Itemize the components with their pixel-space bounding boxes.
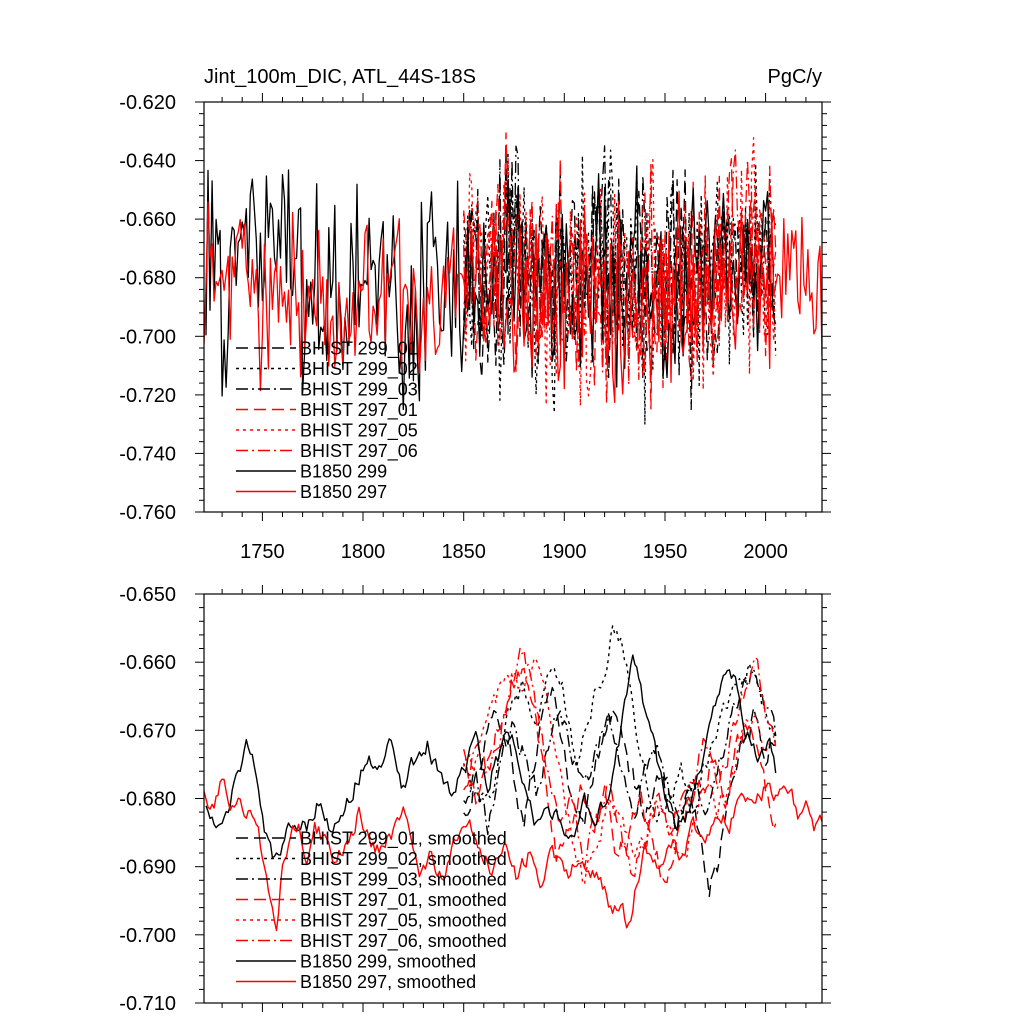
legend-item: BHIST 297_01, smoothed <box>236 890 507 911</box>
series-line-bhist-297-06-smoothed <box>463 647 777 878</box>
series-line-b1850-297 <box>204 190 822 404</box>
top-chart-units: PgC/y <box>768 66 822 88</box>
x-tick-label: 1900 <box>542 541 587 563</box>
x-tick-label: 2000 <box>743 541 788 563</box>
axis-ticks: -0.650 -0.660 -0.670 -0.680 -0.690 -0.700 -0.7… <box>119 584 831 1015</box>
bottom-panel: -0.650 -0.660 -0.670 -0.680 -0.690 -0.700 -0.7… <box>119 584 831 1015</box>
y-tick-label: -0.620 <box>119 92 176 114</box>
y-tick-label: -0.710 <box>119 993 176 1015</box>
x-tick-label: 1950 <box>643 541 688 563</box>
legend-label: B1850 297 <box>300 482 387 502</box>
legend-label: BHIST 299_02, smoothed <box>300 849 507 870</box>
top-panel: Jint_100m_DIC, ATL_44S-18S PgC/y 1750 180… <box>119 66 831 563</box>
series-line-b1850-299-smoothed <box>205 654 777 859</box>
legend-label: BHIST 297_06 <box>300 441 418 462</box>
legend-label: B1850 297, smoothed <box>300 972 476 992</box>
x-tick-label: 1850 <box>441 541 486 563</box>
legend-item: BHIST 299_03, smoothed <box>236 870 507 891</box>
legend-label: BHIST 297_01 <box>300 400 418 421</box>
y-tick-label: -0.670 <box>119 720 176 742</box>
legend-item: B1850 297, smoothed <box>236 972 476 992</box>
legend-item: BHIST 299_02, smoothed <box>236 849 507 870</box>
legend-item: B1850 299, smoothed <box>236 952 476 972</box>
top-chart-title: Jint_100m_DIC, ATL_44S-18S <box>204 66 476 88</box>
y-tick-label: -0.690 <box>119 857 176 879</box>
y-tick-label: -0.700 <box>119 326 176 348</box>
y-tick-label: -0.640 <box>119 151 176 173</box>
y-tick-label: -0.760 <box>119 502 176 524</box>
y-tick-label: -0.680 <box>119 268 176 290</box>
series-line-bhist-297-01-smoothed <box>463 667 777 884</box>
legend-item: BHIST 297_06 <box>236 441 418 462</box>
x-tick-label: 1750 <box>240 541 285 563</box>
axis-ticks: 1750 1800 1850 1900 1950 2000 -0.620 -0.640 -0.6… <box>119 92 831 563</box>
y-tick-label: -0.650 <box>119 584 176 606</box>
legend-label: BHIST 299_01 <box>300 339 418 360</box>
series-line-bhist-299-02-smoothed <box>463 625 777 823</box>
legend-item: BHIST 299_02 <box>236 359 418 380</box>
legend-label: B1850 299, smoothed <box>300 952 476 972</box>
series-line-bhist-299-01-smoothed <box>463 686 776 898</box>
y-tick-label: -0.720 <box>119 385 176 407</box>
y-tick-label: -0.700 <box>119 925 176 947</box>
y-tick-label: -0.740 <box>119 443 176 465</box>
legend-item: BHIST 299_01, smoothed <box>236 829 507 850</box>
legend-label: BHIST 299_02 <box>300 359 418 380</box>
legend-label: BHIST 297_01, smoothed <box>300 890 507 911</box>
legend-label: BHIST 299_01, smoothed <box>300 829 507 850</box>
legend-item: BHIST 297_05 <box>236 421 418 442</box>
series-line-bhist-299-03-smoothed <box>463 668 777 836</box>
y-tick-label: -0.660 <box>119 652 176 674</box>
series-group <box>204 132 822 426</box>
series-line-b1850-297-smoothed <box>204 778 822 932</box>
legend-label: BHIST 299_03 <box>300 380 418 401</box>
legend-item: BHIST 297_01 <box>236 400 418 421</box>
legend-item: B1850 299 <box>236 462 387 482</box>
legend-label: BHIST 297_05 <box>300 421 418 442</box>
y-tick-label: -0.660 <box>119 209 176 231</box>
legend-item: BHIST 297_06, smoothed <box>236 931 507 952</box>
legend-label: BHIST 297_05, smoothed <box>300 911 507 932</box>
x-tick-label: 1800 <box>341 541 386 563</box>
legend-item: BHIST 297_05, smoothed <box>236 911 507 932</box>
plot-frame <box>203 101 823 513</box>
legend-item: B1850 297 <box>236 482 387 502</box>
legend-item: BHIST 299_01 <box>236 339 418 360</box>
legend-label: B1850 299 <box>300 462 387 482</box>
y-tick-label: -0.680 <box>119 789 176 811</box>
series-group <box>204 625 822 932</box>
legend-label: BHIST 299_03, smoothed <box>300 870 507 891</box>
legend-label: BHIST 297_06, smoothed <box>300 931 507 952</box>
legend-item: BHIST 299_03 <box>236 380 418 401</box>
